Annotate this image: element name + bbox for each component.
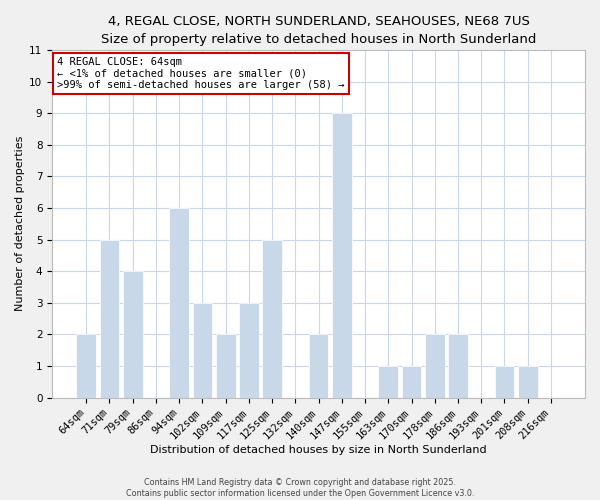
Bar: [308, 334, 328, 398]
Text: 4 REGAL CLOSE: 64sqm
← <1% of detached houses are smaller (0)
>99% of semi-detac: 4 REGAL CLOSE: 64sqm ← <1% of detached h…: [58, 57, 345, 90]
Bar: [425, 334, 445, 398]
Bar: [518, 366, 538, 398]
Bar: [401, 366, 421, 398]
Bar: [494, 366, 514, 398]
Bar: [76, 334, 96, 398]
Bar: [262, 240, 282, 398]
Text: Contains HM Land Registry data © Crown copyright and database right 2025.
Contai: Contains HM Land Registry data © Crown c…: [126, 478, 474, 498]
Bar: [123, 271, 143, 398]
Bar: [332, 113, 352, 398]
Bar: [448, 334, 468, 398]
Bar: [216, 334, 236, 398]
Title: 4, REGAL CLOSE, NORTH SUNDERLAND, SEAHOUSES, NE68 7US
Size of property relative : 4, REGAL CLOSE, NORTH SUNDERLAND, SEAHOU…: [101, 15, 536, 46]
Bar: [100, 240, 119, 398]
Bar: [169, 208, 189, 398]
Bar: [193, 302, 212, 398]
Bar: [379, 366, 398, 398]
Bar: [239, 302, 259, 398]
X-axis label: Distribution of detached houses by size in North Sunderland: Distribution of detached houses by size …: [150, 445, 487, 455]
Y-axis label: Number of detached properties: Number of detached properties: [15, 136, 25, 312]
